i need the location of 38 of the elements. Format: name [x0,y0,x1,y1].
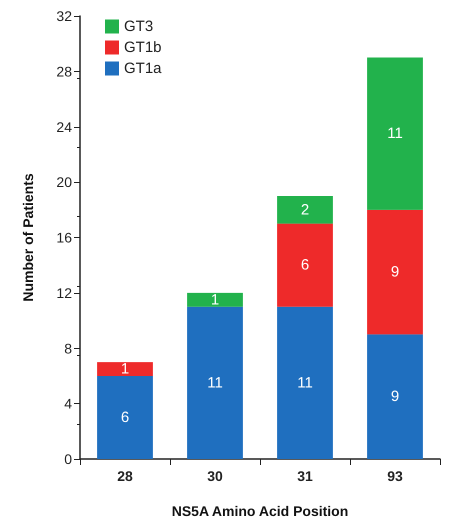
y-tick-label: 28 [56,63,72,80]
y-tick-label: 32 [56,8,72,24]
legend-label: GT1a [124,60,162,77]
bar [277,306,333,459]
x-tick-label: 31 [297,468,313,484]
x-tick-label: 28 [117,468,133,484]
y-tick-label: 4 [64,396,72,412]
x-axis-title: NS5A Amino Acid Position [172,503,348,519]
data-label: 2 [300,201,310,218]
y-tick-label: 8 [64,340,72,356]
x-tick-label: 30 [207,468,223,484]
legend-label: GT1b [124,39,162,56]
y-tick-label: 20 [56,174,72,190]
data-label: 9 [390,388,400,406]
bar [367,334,423,459]
y-tick-label: 16 [56,230,72,246]
data-label: 6 [300,256,310,274]
bar [187,306,243,459]
bar [367,58,423,210]
bar [277,196,333,224]
data-label: 1 [210,291,220,308]
y-axis-title: Number of Patients [20,173,36,302]
data-label: 9 [390,264,400,281]
bar [277,224,333,307]
bar [187,292,243,307]
y-tick-label: 24 [56,118,72,135]
bar [97,362,153,376]
bar [97,376,153,459]
data-label: 6 [120,408,130,426]
data-label: 11 [207,374,223,392]
x-tick-label: 93 [387,468,403,484]
y-tick-label: 12 [56,284,72,301]
bar [367,210,423,334]
data-label: 1 [120,360,130,378]
data-label: 11 [297,374,313,392]
y-tick-label: 0 [64,451,72,467]
data-label: 11 [387,125,403,142]
legend-label: GT3 [124,18,154,35]
